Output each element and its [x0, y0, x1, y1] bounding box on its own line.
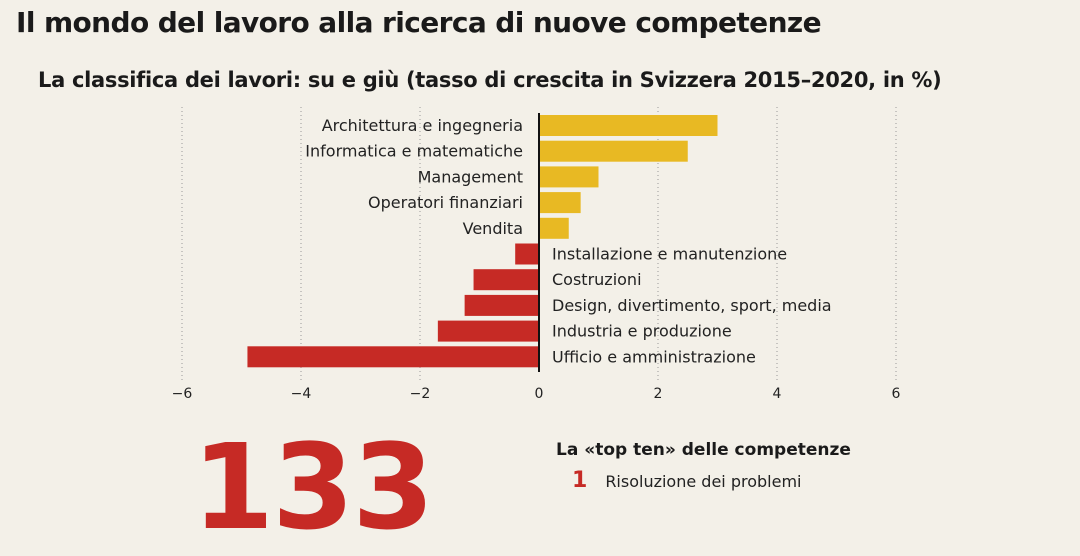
bar: [464, 294, 539, 316]
bar: [539, 192, 581, 214]
category-labels: Architettura e ingegneria Informatica e m…: [305, 116, 831, 366]
bar: [539, 166, 599, 188]
category-label: Industria e produzione: [552, 322, 732, 341]
grid-lines: [181, 107, 897, 380]
x-tick-label: −2: [410, 386, 431, 402]
top-ten-item-label: Risoluzione dei problemi: [605, 472, 802, 491]
x-tick-label: 0: [535, 386, 544, 402]
category-label: Operatori finanziari: [368, 193, 523, 212]
category-label: Costruzioni: [552, 270, 642, 289]
x-tick-label: −6: [172, 386, 193, 402]
bar: [539, 115, 718, 136]
chart-title: La classifica dei lavori: su e giù (tass…: [38, 68, 942, 92]
big-number: 133: [192, 418, 434, 556]
category-label: Management: [418, 167, 523, 186]
category-label: Ufficio e amministrazione: [552, 347, 756, 366]
bar: [473, 269, 539, 291]
x-tick-labels: −6 −4 −2 0 2 4 6: [172, 386, 901, 402]
category-label: Architettura e ingegneria: [322, 116, 523, 135]
page-title: Il mondo del lavoro alla ricerca di nuov…: [16, 6, 822, 39]
bar: [247, 346, 539, 368]
x-tick-label: 2: [654, 386, 663, 402]
category-label: Vendita: [463, 219, 523, 238]
top-ten-title: La «top ten» delle competenze: [556, 440, 851, 460]
bar: [437, 320, 539, 342]
bars: [247, 115, 718, 368]
bar: [539, 140, 688, 162]
x-tick-label: −4: [291, 386, 312, 402]
x-tick-label: 6: [892, 386, 901, 402]
bar: [539, 217, 569, 239]
category-label: Design, divertimento, sport, media: [552, 296, 832, 315]
bar: [515, 243, 539, 265]
category-label: Informatica e matematiche: [305, 142, 523, 161]
category-label: Installazione e manutenzione: [552, 245, 787, 264]
bar-chart: Architettura e ingegneria Informatica e m…: [172, 107, 901, 402]
x-tick-label: 4: [773, 386, 782, 402]
